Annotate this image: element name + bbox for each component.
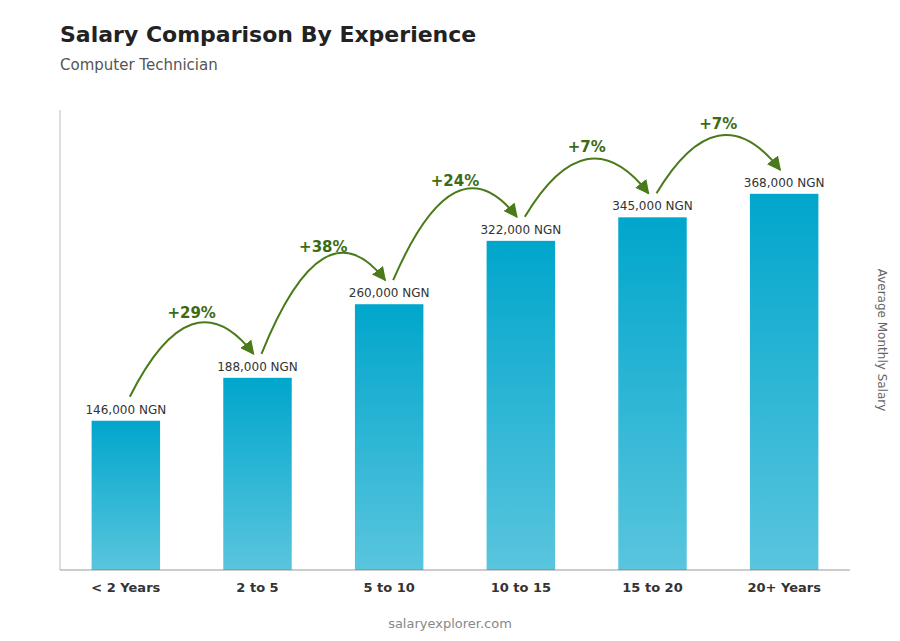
annotation: +38%: [299, 238, 347, 256]
change-arrow: [262, 253, 386, 354]
bar: [618, 217, 686, 570]
bar: [487, 241, 555, 570]
watermark: salaryexplorer.com: [388, 616, 512, 631]
y-axis-line: [60, 110, 61, 570]
bars: [92, 194, 819, 570]
annotation: +7%: [699, 115, 737, 133]
change-arrow: [525, 158, 649, 216]
annotation: +29%: [167, 304, 215, 322]
subtitle: Computer Technician: [60, 56, 218, 74]
x-tick-label: 20+ Years: [747, 580, 821, 595]
data-label: 368,000 NGN: [744, 176, 825, 190]
change-arrow: [130, 322, 254, 396]
x-tick-label: 10 to 15: [491, 580, 551, 595]
change-arrow: [657, 135, 781, 193]
x-tick-label: < 2 Years: [91, 580, 160, 595]
chart-container: Salary Comparison By Experience Computer …: [0, 0, 900, 641]
x-axis-line: [60, 570, 850, 571]
change-arrow: [393, 188, 517, 280]
bar: [355, 304, 423, 570]
annotation: +24%: [431, 172, 479, 190]
data-label: 146,000 NGN: [85, 403, 166, 417]
x-tick-label: 2 to 5: [236, 580, 278, 595]
annotation: +7%: [568, 138, 606, 156]
data-label: 345,000 NGN: [612, 199, 693, 213]
y-axis-label: Average Monthly Salary: [875, 269, 889, 412]
x-tick-label: 15 to 20: [622, 580, 682, 595]
bar: [750, 194, 818, 570]
x-tick-label: 5 to 10: [363, 580, 414, 595]
data-label: 260,000 NGN: [349, 286, 430, 300]
data-label: 188,000 NGN: [217, 360, 298, 374]
bar: [223, 378, 291, 570]
title: Salary Comparison By Experience: [60, 22, 476, 47]
data-label: 322,000 NGN: [480, 223, 561, 237]
bar: [92, 421, 160, 570]
chart: Salary Comparison By Experience Computer …: [0, 0, 900, 641]
